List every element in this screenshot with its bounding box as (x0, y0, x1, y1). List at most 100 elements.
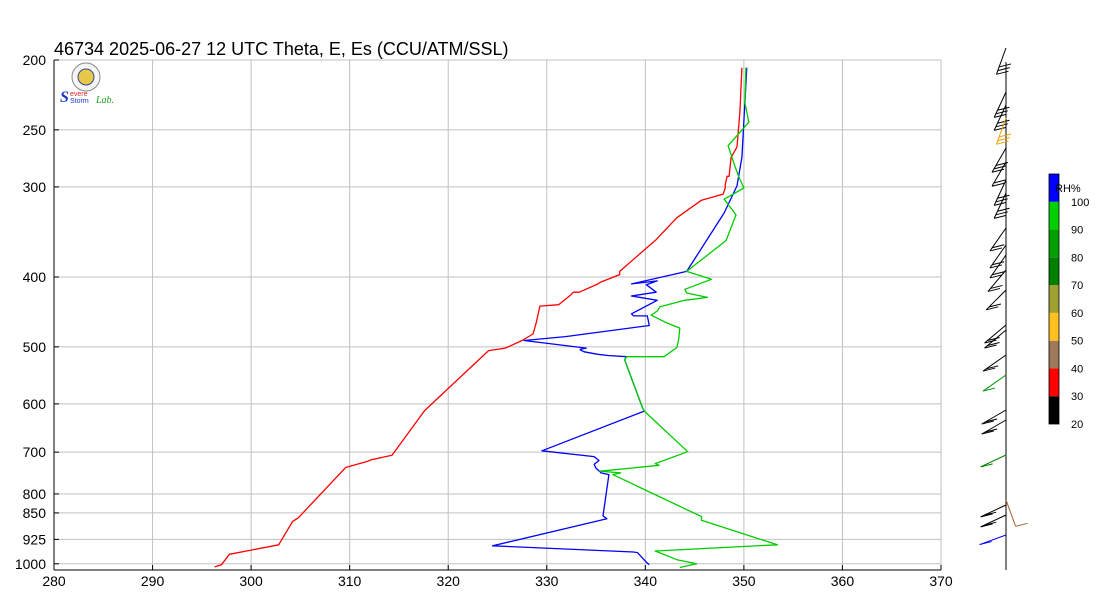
wind-barb-flag (997, 106, 1010, 111)
wind-barb-flag (987, 287, 1001, 292)
wind-barb-flag (996, 140, 1009, 145)
wind-barb-flag (994, 201, 1007, 206)
wind-barb-flag (994, 126, 1007, 131)
wind-barb-flag (982, 367, 996, 372)
colorbar-segment (1049, 201, 1059, 230)
colorbar-tick-label: 50 (1071, 336, 1083, 348)
wind-barb (993, 91, 1007, 118)
x-tick-label: 370 (929, 573, 953, 589)
wind-barb-flag (981, 420, 994, 425)
x-tick-label: 280 (42, 573, 66, 589)
y-tick-label: 600 (23, 396, 47, 412)
series-group (214, 67, 779, 569)
wind-barb (1005, 499, 1017, 527)
wind-barb-flag (997, 194, 1010, 199)
y-tick-label: 800 (23, 486, 47, 502)
colorbar-segment (1049, 174, 1059, 202)
wind-barb-flag (980, 463, 993, 468)
wind-barb-flag (993, 179, 1007, 184)
wind-barb (991, 147, 1007, 173)
wind-barb (993, 104, 1007, 131)
wind-barb-flag (992, 244, 1005, 249)
wind-barb-flag (985, 418, 998, 423)
logo-storm: Storm (70, 98, 89, 105)
y-tick-label: 250 (23, 122, 47, 138)
wind-barb-panel (979, 47, 1028, 570)
wind-barb-flag (994, 113, 1007, 118)
x-tick-label: 310 (338, 573, 362, 589)
wind-barb (995, 117, 1007, 145)
colorbar-segment (1049, 368, 1059, 397)
wind-barb-flag (991, 182, 1005, 187)
colorbar-segment (1049, 312, 1059, 341)
colorbar-tick-label: 100 (1071, 197, 1089, 209)
wind-barb-flag (985, 428, 998, 433)
wind-barb-flag (980, 523, 993, 528)
wind-barb-flag (992, 261, 1005, 266)
series-line-1 (491, 67, 748, 566)
y-tick-label: 300 (23, 179, 47, 195)
x-tick-label: 290 (141, 573, 165, 589)
wind-barb-flag (997, 137, 1010, 142)
colorbar-segment (1049, 340, 1059, 369)
wind-barb-flag (997, 119, 1010, 124)
wind-barb-flag (989, 264, 1003, 269)
wind-barb (993, 179, 1007, 206)
wind-barb-flag (984, 344, 997, 349)
y-tick-label: 850 (23, 505, 47, 521)
colorbar-tick-label: 70 (1071, 280, 1083, 292)
wind-barb-flag (995, 211, 1008, 216)
x-tick-label: 350 (732, 573, 756, 589)
wind-barb-flag (982, 387, 996, 392)
wind-barb-flag (992, 271, 1005, 276)
wind-barb-flag (984, 511, 997, 516)
y-tick-label: 925 (23, 531, 47, 547)
wind-barb-flag (994, 214, 1007, 219)
wind-barb-flag (998, 133, 1012, 138)
chart-title: 46734 2025-06-27 12 UTC Theta, E, Es (CC… (54, 39, 509, 59)
wind-barb (995, 47, 1007, 75)
colorbar-segment (1049, 229, 1059, 258)
wind-barb-flag (987, 336, 1000, 341)
wind-barb-flag (997, 67, 1010, 72)
wind-barb-flag (995, 110, 1008, 115)
wind-barb-flag (995, 123, 1008, 128)
logo-severe: evere (70, 91, 88, 98)
y-tick-label: 400 (23, 269, 47, 285)
wind-barb-flag (998, 63, 1012, 68)
wind-barb-flag (984, 339, 997, 344)
logo-s: S (60, 89, 69, 106)
wind-barb-flag (986, 365, 999, 370)
y-tick-label: 700 (23, 444, 47, 460)
colorbar-segment (1049, 396, 1059, 424)
x-tick-label: 320 (437, 573, 461, 589)
colorbar-tick-label: 80 (1071, 252, 1083, 264)
grid (53, 59, 942, 570)
plot-frame (53, 60, 941, 571)
colorbar-segment (1049, 257, 1059, 286)
wind-barb-flag (981, 430, 994, 435)
wind-barb-flag (987, 341, 1000, 346)
y-tick-label: 500 (23, 339, 47, 355)
colorbar-tick-label: 20 (1071, 419, 1083, 431)
wind-barb-flag (997, 207, 1010, 212)
colorbar-tick-label: 60 (1071, 308, 1083, 320)
wind-barb-flag (984, 521, 997, 526)
x-tick-label: 360 (831, 573, 855, 589)
wind-barb-flag (990, 284, 1003, 289)
y-tick-label: 1000 (15, 556, 46, 572)
wind-barb (991, 161, 1007, 187)
wind-barb-flag (979, 541, 992, 546)
wind-barb (982, 374, 1007, 392)
y-tick-label: 200 (23, 52, 47, 68)
wind-barb (980, 454, 1007, 468)
wind-barb-flag (980, 513, 993, 518)
wind-barb-flag (989, 247, 1003, 252)
wind-barb (993, 192, 1007, 219)
wind-barb-flag (995, 198, 1008, 203)
wind-barb-flag (996, 70, 1009, 75)
colorbar-label: RH% (1055, 183, 1081, 195)
wind-barb-flag (1015, 522, 1028, 527)
x-axis: 280 290 300 310 320 330 340 350 360 370 (42, 565, 953, 589)
logo-seal-inner (77, 68, 95, 86)
